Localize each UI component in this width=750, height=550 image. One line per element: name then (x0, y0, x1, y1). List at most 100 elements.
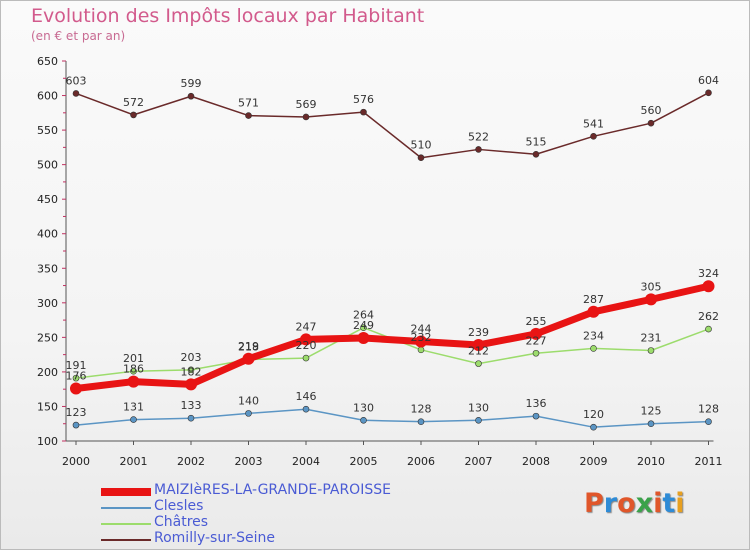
series-line-romilly-sur-seine (75, 92, 709, 159)
data-point-romilly-sur-seine (532, 150, 540, 158)
data-label-romilly-sur-seine: 576 (353, 93, 374, 106)
data-point-maizi-res-la-grande-paroisse (70, 382, 82, 395)
data-label-clesles: 125 (641, 405, 662, 418)
data-label-romilly-sur-seine: 604 (698, 74, 719, 87)
data-label-ch-tres: 220 (296, 339, 317, 352)
data-point-clesles (705, 418, 712, 425)
data-point-maizi-res-la-grande-paroisse (185, 378, 197, 391)
data-point-clesles (475, 416, 482, 424)
data-point-clesles (417, 418, 425, 425)
data-point-ch-tres (187, 366, 195, 374)
data-label-maizi-res-la-grande-paroisse: 287 (583, 293, 604, 306)
y-tick-label: 300 (37, 297, 58, 310)
data-label-maizi-res-la-grande-paroisse: 324 (698, 267, 719, 280)
data-point-maizi-res-la-grande-paroisse (645, 293, 657, 306)
data-point-maizi-res-la-grande-paroisse (472, 338, 485, 351)
x-tick-label: 2001 (120, 455, 148, 468)
data-label-ch-tres: 227 (526, 334, 547, 347)
data-point-ch-tres (532, 349, 540, 357)
y-tick-label: 600 (37, 90, 58, 103)
data-label-clesles: 136 (526, 397, 547, 410)
legend-label: Romilly-sur-Seine (154, 530, 276, 546)
data-label-maizi-res-la-grande-paroisse: 247 (296, 320, 317, 333)
x-tick-label: 2006 (407, 455, 435, 468)
data-label-romilly-sur-seine: 571 (238, 97, 259, 110)
legend-swatch (101, 539, 151, 541)
data-label-clesles: 128 (698, 403, 719, 416)
data-point-maizi-res-la-grande-paroisse (357, 332, 370, 345)
data-label-clesles: 130 (353, 401, 374, 414)
data-label-maizi-res-la-grande-paroisse: 219 (238, 340, 259, 353)
data-label-maizi-res-la-grande-paroisse: 239 (468, 326, 489, 339)
data-point-ch-tres (417, 346, 425, 354)
data-point-romilly-sur-seine (302, 113, 310, 121)
proxiti-logo: Proxiti (584, 488, 685, 519)
chart-axes: 100 150 200 250 300 350 400 450 500 550 600 650 2000… (37, 55, 723, 468)
data-point-maizi-res-la-grande-paroisse (587, 305, 600, 318)
data-label-ch-tres: 234 (583, 329, 604, 342)
data-label-maizi-res-la-grande-paroisse: 176 (66, 369, 87, 382)
logo-letter: t (662, 488, 676, 519)
series-line-clesles (75, 408, 709, 428)
data-label-ch-tres: 191 (66, 359, 87, 372)
data-point-ch-tres (647, 347, 655, 354)
data-label-romilly-sur-seine: 569 (296, 98, 317, 111)
data-label-clesles: 123 (66, 406, 87, 419)
y-tick-label: 400 (37, 228, 58, 241)
data-point-ch-tres (705, 325, 712, 333)
data-point-romilly-sur-seine (360, 108, 367, 116)
data-label-layer: 603 572 599 571 569 576 510 522 515 541 560 604 123 1… (66, 74, 720, 421)
data-label-ch-tres: 232 (411, 331, 432, 344)
legend-label: Clesles (154, 498, 204, 514)
data-label-romilly-sur-seine: 603 (66, 74, 87, 87)
data-point-clesles (130, 416, 137, 423)
y-tick-label: 100 (37, 435, 58, 448)
data-point-clesles (647, 420, 655, 428)
logo-letter: r (603, 488, 618, 519)
y-tick-label: 250 (37, 331, 58, 344)
data-label-clesles: 133 (181, 399, 202, 412)
data-point-ch-tres (72, 374, 80, 382)
data-point-romilly-sur-seine (72, 90, 80, 97)
logo-letter: x (635, 488, 654, 519)
data-point-maizi-res-la-grande-paroisse (242, 352, 255, 365)
logo-letter: i (675, 488, 685, 519)
data-label-ch-tres: 218 (238, 340, 259, 353)
y-tick-label: 450 (37, 193, 58, 206)
data-point-clesles (590, 423, 597, 431)
data-label-maizi-res-la-grande-paroisse: 186 (123, 363, 144, 376)
data-label-romilly-sur-seine: 510 (411, 139, 432, 152)
y-tick-label: 550 (37, 124, 58, 137)
data-label-romilly-sur-seine: 560 (641, 104, 662, 117)
data-point-romilly-sur-seine (647, 119, 655, 127)
y-tick-label: 150 (37, 400, 58, 413)
data-point-ch-tres (130, 367, 137, 375)
series-line-ch-tres (75, 326, 709, 379)
data-label-romilly-sur-seine: 522 (468, 130, 489, 143)
data-label-ch-tres: 201 (123, 352, 144, 365)
data-point-romilly-sur-seine (475, 146, 482, 153)
legend-label: Châtres (154, 514, 209, 530)
data-point-ch-tres (302, 354, 310, 362)
data-label-clesles: 131 (123, 401, 144, 414)
data-label-maizi-res-la-grande-paroisse: 244 (411, 323, 432, 336)
data-label-clesles: 120 (583, 408, 604, 421)
data-label-clesles: 130 (468, 401, 489, 414)
y-tick-label: 350 (37, 262, 58, 275)
data-label-ch-tres: 212 (468, 345, 489, 358)
x-tick-label: 2002 (177, 455, 205, 468)
x-tick-label: 2007 (465, 455, 493, 468)
chart-title: Evolution des Impôts locaux par Habitant (31, 5, 425, 27)
x-tick-label: 2003 (235, 455, 263, 468)
data-point-romilly-sur-seine (245, 112, 252, 119)
data-label-maizi-res-la-grande-paroisse: 255 (526, 315, 547, 328)
series-layer (70, 89, 715, 431)
legend-swatch (101, 488, 151, 496)
legend-swatch (101, 507, 151, 509)
data-point-maizi-res-la-grande-paroisse (702, 280, 715, 293)
data-point-romilly-sur-seine (417, 154, 425, 162)
data-point-clesles (245, 410, 252, 417)
data-point-romilly-sur-seine (187, 92, 195, 100)
